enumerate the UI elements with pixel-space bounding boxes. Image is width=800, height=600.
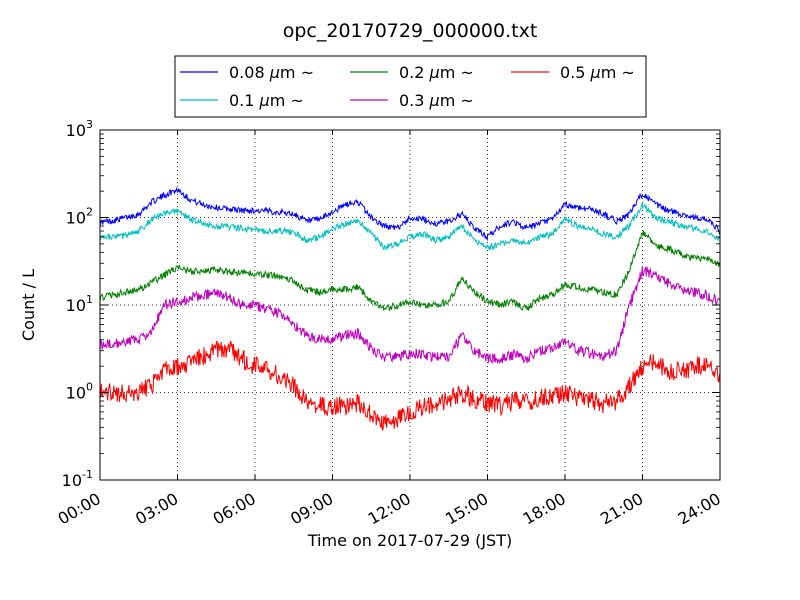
series-line [99, 186, 721, 242]
legend-label: 0.08 μm ~ [229, 63, 314, 82]
legend-box [174, 55, 647, 118]
legend-label: 0.2 μm ~ [399, 63, 474, 82]
series-line [99, 266, 721, 365]
legend-label: 0.3 μm ~ [399, 91, 474, 110]
series-lines [99, 186, 721, 431]
legend-label: 0.5 μm ~ [560, 63, 635, 82]
legend: 0.08 μm ~ 0.1 μm ~ 0.2 μm ~ 0.3 μm ~ 0.5 μm … [174, 55, 647, 118]
gridlines [100, 130, 720, 480]
chart-title: opc_20170729_000000.txt [283, 20, 538, 42]
axis-ticks [99, 129, 721, 481]
series-line [99, 230, 721, 312]
series-line [99, 340, 721, 431]
y-axis-label: Count / L [19, 269, 38, 341]
x-axis-label: Time on 2017-07-29 (JST) [307, 531, 512, 550]
series-line [99, 202, 721, 251]
legend-label: 0.1 μm ~ [229, 91, 304, 110]
